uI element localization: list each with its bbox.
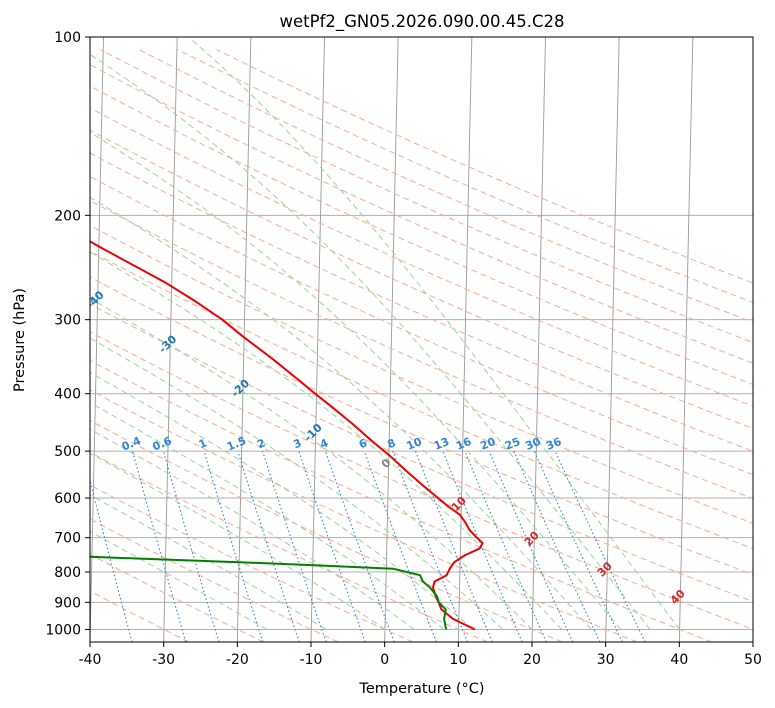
y-tick-label: 900: [54, 595, 81, 611]
dry-adiabat: [100, 49, 753, 344]
x-tick-label: -40: [79, 652, 102, 668]
isotherm-line: [384, 37, 399, 642]
mixing-ratio-label: 36: [544, 435, 563, 453]
dry-adiabat: [90, 200, 753, 500]
axes: -40 -30 -20 -10 0 10 20 30 40 50 100 200 300 400 500 60…: [45, 30, 762, 668]
mixing-ratio-label: 13: [432, 435, 451, 453]
moist-adiabat: [90, 196, 592, 630]
dry-adiabat: [90, 129, 753, 429]
y-tick-label: 500: [54, 444, 81, 460]
moist-adiabat: [90, 337, 504, 630]
y-tick-label: 700: [54, 531, 81, 547]
moist-adiabat: [90, 131, 622, 630]
mixing-ratio-line: [298, 450, 366, 642]
x-tick-label: 30: [597, 652, 615, 668]
x-tick-label: 0: [380, 652, 389, 668]
y-tick-label: 200: [54, 208, 81, 224]
mixing-ratio-line: [132, 450, 187, 642]
moist-adiabat: [188, 37, 680, 630]
x-tick-label: 20: [523, 652, 541, 668]
chart-title: wetPf2_GN05.2026.090.00.45.C28: [280, 12, 565, 32]
plot-frame: [89, 36, 754, 643]
moist-adiabat: [90, 53, 651, 630]
mixing-ratio-label: 2: [255, 436, 267, 451]
mixing-ratio-label: 20: [478, 435, 497, 453]
dry-adiabat: [90, 107, 753, 407]
moist-adiabat: [90, 428, 415, 630]
isotherm-line: [90, 37, 104, 642]
y-tick-label: 300: [54, 313, 81, 329]
mixing-ratio-line: [392, 450, 469, 642]
isotherm-line: [236, 37, 252, 642]
x-tick-label: 50: [744, 652, 762, 668]
y-axis-label: Pressure (hPa): [12, 288, 28, 392]
dewpoint-profile: [90, 555, 448, 630]
dry-adiabat: [90, 389, 638, 642]
mixing-ratio-label: 8: [386, 436, 398, 451]
dry-adiabat: [90, 276, 753, 576]
mixing-ratio-line: [464, 450, 547, 642]
dry-adiabat: [90, 175, 753, 476]
x-tick-label: 40: [670, 652, 688, 668]
y-tick-label: 600: [54, 491, 81, 507]
mixing-ratio-line: [237, 450, 300, 642]
mixing-ratio-line: [262, 450, 327, 642]
temperature-profile: [90, 240, 484, 631]
mixing-ratio-line: [90, 478, 133, 642]
moist-adiabat: [90, 297, 533, 630]
dry-adiabat: [90, 553, 264, 642]
x-tick-label: -10: [300, 652, 323, 668]
mixing-ratio-label: 1: [197, 436, 209, 451]
moist-adiabat: [90, 401, 445, 630]
moist-adiabat: [90, 452, 386, 630]
x-tick-label: -30: [152, 652, 175, 668]
mixing-ratio-line: [363, 450, 437, 642]
isotherm-line: [678, 37, 694, 642]
dry-adiabat: [90, 484, 414, 642]
mixing-ratio-label: 25: [503, 435, 522, 453]
y-tick-label: 400: [54, 387, 81, 403]
dry-adiabat: [90, 590, 190, 642]
plot-area: 0.10.20.40.611.52346810131620253036-100-…: [70, 37, 753, 642]
mixing-ratio-label: 10: [405, 435, 424, 453]
dry-adiabat: [90, 64, 753, 364]
y-tick-label: 100: [54, 30, 81, 46]
mixing-ratio-line: [203, 450, 264, 642]
dry-adiabat: [90, 451, 488, 642]
mixing-ratio-line: [162, 450, 220, 642]
mixing-ratio-label: 16: [454, 435, 473, 453]
mixing-ratio-line: [488, 450, 574, 642]
dry-adiabat: [90, 359, 712, 642]
isotherm-line: [457, 37, 473, 642]
mixing-ratio-line: [442, 450, 523, 642]
x-tick-label: 10: [449, 652, 467, 668]
moist-adiabat: [90, 371, 474, 630]
x-axis-label: Temperature (°C): [358, 681, 484, 697]
mixing-ratio-line: [414, 450, 493, 642]
mixing-ratio-label: 30: [524, 435, 543, 453]
mixing-ratio-line: [324, 450, 395, 642]
isotherm-line: [163, 37, 178, 642]
mixing-ratio-label: 0.2: [70, 434, 93, 453]
x-tick-label: -20: [226, 652, 249, 668]
y-tick-label: 1000: [45, 622, 81, 638]
y-tick-label: 800: [54, 565, 81, 581]
moist-adiabat: [90, 494, 327, 630]
isotherm-line: [605, 37, 620, 642]
dry-adiabat: [90, 420, 563, 642]
plot-background: [90, 37, 753, 642]
mixing-ratio-label: 3: [292, 436, 304, 451]
moist-adiabat: [90, 530, 268, 630]
dry-adiabat: [90, 331, 753, 630]
